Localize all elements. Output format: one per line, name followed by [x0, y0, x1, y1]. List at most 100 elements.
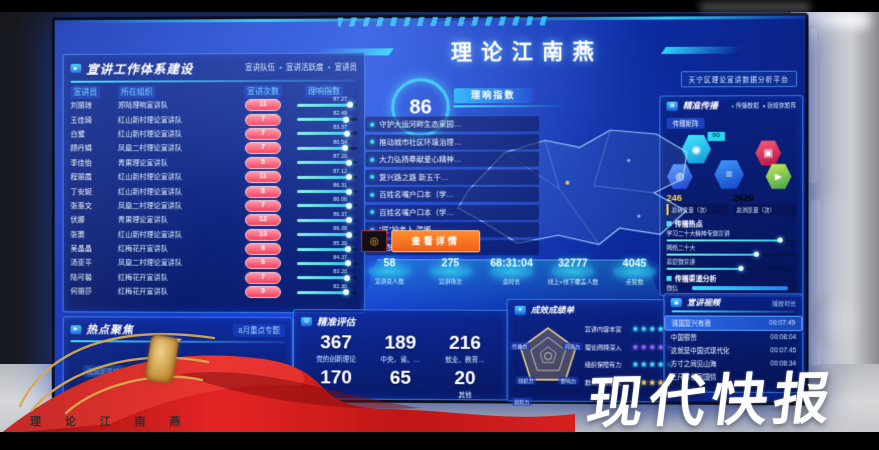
index-bar: 82.49	[296, 111, 358, 121]
table-row[interactable]: 吴晶晶 红梅花开宣讲队 8 85.39	[64, 241, 365, 257]
index-value: 86.37	[333, 211, 348, 218]
index-bar-fill	[296, 175, 351, 179]
count-badge: 7	[245, 127, 281, 141]
table-row[interactable]: 李佳怡 青果理论宣讲队 5 87.20	[64, 154, 365, 170]
speaker-org: 红山新村理论宣讲队	[117, 114, 183, 124]
table-row[interactable]: 王佳琦 红山新村理论宣讲队 7 82.49	[64, 111, 365, 127]
count-badge: 8	[245, 243, 281, 256]
speaker-name: 陆可馨	[70, 272, 92, 282]
assess-label: 其他	[458, 392, 472, 400]
topic-item[interactable]: 大力弘扬奉献爱心精神…	[365, 151, 539, 167]
star-row-label: 理论阐释深入	[584, 345, 622, 352]
index-bar-fill	[296, 146, 347, 150]
assess-item: 216 就业、教育…	[433, 333, 498, 364]
speaker-name: 张蕾	[70, 229, 85, 239]
table-row[interactable]: 刘丽琼 郑陆理响宣讲队 11 87.27	[64, 96, 365, 113]
focus-faint-text: (5月)(6月)	[222, 364, 251, 372]
speaker-org: 凤凰二村理论宣讲队	[117, 258, 183, 268]
video-hex-icon[interactable]: ▶	[765, 163, 792, 189]
index-bar-fill	[296, 247, 350, 251]
index-bar: 87.27	[296, 96, 358, 107]
platform-subtitle: 天宁区理论宣讲数据分析平台	[680, 70, 798, 88]
col-count: 宣讲次数	[244, 84, 282, 99]
index-bar-fill	[296, 103, 352, 107]
index-value: 83.20	[333, 269, 348, 276]
stat-item: 58 宣讲总人数	[361, 257, 417, 286]
report-title: 成效成绩单	[530, 304, 575, 316]
focus-header: ▶ 热点聚焦 8月重点专题	[64, 317, 292, 340]
topic-item[interactable]: 推动城市社区环境治理…	[365, 133, 539, 150]
index-bar: 86.31	[296, 183, 358, 194]
table-row[interactable]: 丁安妮 红山新村理论宣讲队 8 86.31	[64, 183, 365, 199]
index-bar: 86.38	[296, 226, 358, 237]
speaker-tab[interactable]: 宣讲员	[327, 62, 358, 73]
stat-label: 点赞数	[625, 279, 644, 286]
index-value: 82.30	[333, 283, 348, 290]
divider	[671, 310, 796, 313]
table-row[interactable]: 汤亚平 凤凰二村理论宣讲队 6 84.37	[64, 255, 365, 271]
legend-item[interactable]: 传播数据	[731, 101, 759, 109]
bullet-dot-icon	[370, 174, 375, 179]
speaker-name: 顾丹娟	[70, 143, 92, 153]
count-badge: 7	[245, 142, 281, 155]
medal-icon: ◈	[514, 305, 526, 315]
video-row[interactable]: 中国很赞 00:08:04	[664, 331, 802, 345]
channel-bar	[692, 286, 797, 291]
focus-panel: ▶ 热点聚焦 8月重点专题 图解新思想 中华…50讲 (5月)(6月)	[62, 316, 293, 398]
stat-value: 58	[383, 257, 396, 270]
video-name: 这就是中国式现代化	[670, 347, 730, 356]
focus-topic-label[interactable]: 8月重点专题	[233, 323, 285, 337]
index-value: 86.31	[333, 182, 348, 189]
speaker-tab[interactable]: 宣讲队伍	[244, 62, 275, 73]
speaker-org: 红山新村理论宣讲队	[117, 129, 183, 139]
video-duration: 00:08:04	[770, 334, 797, 342]
count-badge: 5	[245, 156, 281, 169]
table-row[interactable]: 张蕾 红山新村理论宣讲队 13 86.38	[64, 226, 365, 242]
table-row[interactable]: 程丽霞 红山新村理论宣讲队 11 87.12	[64, 169, 365, 185]
top-deco-slashes	[338, 16, 551, 27]
assess-value: 65	[389, 367, 412, 389]
bullet-dot-icon	[370, 139, 375, 144]
topic-item[interactable]: 复兴路之路 新五千…	[365, 169, 539, 185]
play-icon: ▶	[70, 324, 82, 334]
app-hex-icon[interactable]: ▣	[755, 140, 782, 166]
topic-item[interactable]: 百姓名嘴户口本（学…	[365, 186, 539, 202]
table-row[interactable]: 何丽莎 红梅花开宣讲队 9 82.30	[64, 283, 365, 300]
speaker-name: 李佳怡	[70, 158, 92, 168]
legend-item[interactable]: 新媒体矩阵	[763, 101, 796, 109]
top-light-streak	[700, 2, 810, 12]
radar-label: 创新力	[511, 397, 532, 406]
index-bar-fill	[296, 290, 348, 295]
topic-item[interactable]: 百姓名嘴户口本（学…	[365, 204, 539, 220]
table-header: 宣讲员 所在组织 宣讲次数 理响指数	[64, 84, 365, 99]
table-row[interactable]: 张惠文 凤凰二村理论宣讲队 7 86.06	[64, 197, 365, 213]
led-strip	[811, 200, 821, 365]
list-hex-icon[interactable]: ≡	[714, 159, 745, 189]
speaker-org: 凤凰二村理论宣讲队	[117, 143, 183, 153]
topic-item[interactable]: 守护大运河畔生态家园…	[365, 116, 539, 132]
speaker-tab[interactable]: 宣讲活跃度	[279, 62, 324, 73]
table-row[interactable]: 陆可馨 红梅花开宣讲队 7 83.20	[64, 270, 365, 285]
index-value: 87.20	[333, 154, 348, 161]
letterbox-top	[0, 0, 879, 12]
speaker-name: 张惠文	[70, 200, 92, 210]
count-badge: 8	[245, 185, 281, 198]
news-watermark: 现代快报	[583, 365, 840, 437]
star-row: 宣讲内容丰富 ★★★★★	[585, 324, 674, 334]
video-row[interactable]: 强国复兴有我 00:07:49	[664, 315, 803, 332]
divider	[70, 79, 358, 83]
detail-button[interactable]: 查看详情	[391, 230, 481, 253]
assess-item: 367 党的创新理论	[304, 332, 368, 363]
index-bar: 83.20	[296, 270, 358, 280]
table-row[interactable]: 伏娜 青果理论宣讲队 12 86.37	[64, 211, 365, 227]
video-name: 中国很赞	[670, 334, 697, 342]
topic-text: 复兴路之路 新五千…	[379, 172, 449, 182]
table-row[interactable]: 白鹭 红山新村理论宣讲队 7 83.37	[64, 125, 365, 142]
stat-value: 68:31:04	[490, 257, 533, 270]
table-row[interactable]: 顾丹娟 凤凰二村理论宣讲队 7 80.54	[64, 140, 365, 156]
index-bar-fill	[296, 189, 350, 194]
focus-faint-tag: 图解新思想	[83, 365, 124, 378]
assess-grid: 367 党的创新理论 189 中央、省、… 216 就业、教育… 17	[294, 330, 508, 401]
assess-value: 20	[454, 367, 476, 390]
